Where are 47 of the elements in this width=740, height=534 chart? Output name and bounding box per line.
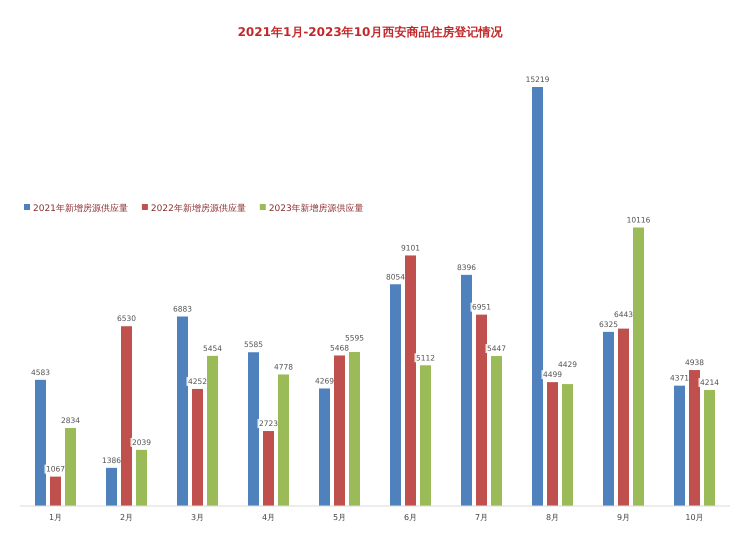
bar bbox=[405, 255, 416, 506]
bar bbox=[476, 314, 487, 506]
chart-title: 2021年1月-2023年10月西安商品住房登记情况 bbox=[238, 25, 504, 39]
bar bbox=[704, 390, 715, 506]
legend-item: 2022年新增房源供应量 bbox=[142, 204, 246, 214]
x-tick-label: 3月 bbox=[190, 513, 204, 522]
bar bbox=[674, 386, 685, 506]
bar bbox=[177, 316, 188, 506]
bar bbox=[121, 326, 132, 506]
x-tick-label: 1月 bbox=[48, 513, 62, 522]
bar bbox=[532, 87, 543, 506]
bar bbox=[35, 380, 46, 506]
legend-label: 2021年新增房源供应量 bbox=[33, 203, 128, 214]
bar bbox=[547, 382, 558, 506]
bar bbox=[263, 431, 274, 506]
x-tick-label: 6月 bbox=[404, 513, 418, 522]
x-tick-label: 8月 bbox=[546, 513, 560, 522]
bar bbox=[420, 365, 431, 506]
legend-item: 2023年新增房源供应量 bbox=[260, 204, 364, 214]
x-tick-label: 5月 bbox=[332, 513, 346, 522]
bar bbox=[334, 355, 345, 506]
bar bbox=[192, 388, 203, 506]
bar bbox=[65, 428, 76, 506]
x-tick-label: 4月 bbox=[262, 513, 276, 522]
bar bbox=[633, 227, 644, 506]
x-tick-label: 7月 bbox=[474, 513, 488, 522]
x-tick-label: 10月 bbox=[685, 513, 704, 522]
bar bbox=[207, 356, 218, 506]
bar bbox=[248, 352, 259, 506]
bar bbox=[390, 284, 401, 506]
bar bbox=[689, 370, 700, 506]
bar bbox=[106, 468, 117, 506]
bar bbox=[349, 352, 360, 506]
bar bbox=[618, 328, 629, 506]
bar bbox=[461, 274, 472, 506]
bar bbox=[278, 374, 289, 506]
legend-label: 2022年新增房源供应量 bbox=[150, 203, 246, 214]
bar bbox=[319, 388, 330, 506]
bar bbox=[136, 450, 147, 506]
legend-item: 2021年新增房源供应量 bbox=[24, 204, 128, 214]
x-tick-label: 9月 bbox=[616, 513, 630, 522]
legend-label: 2023年新增房源供应量 bbox=[268, 203, 364, 214]
bar bbox=[50, 476, 61, 506]
x-tick-label: 2月 bbox=[120, 513, 134, 522]
bar bbox=[562, 384, 573, 506]
bar bbox=[603, 332, 614, 506]
bar bbox=[491, 356, 502, 506]
